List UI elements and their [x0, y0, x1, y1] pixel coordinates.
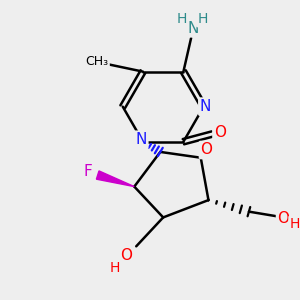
Polygon shape — [96, 171, 134, 187]
Text: F: F — [84, 164, 92, 179]
Text: O: O — [200, 142, 212, 158]
Text: O: O — [214, 124, 226, 140]
Text: O: O — [121, 248, 133, 263]
Text: CH₃: CH₃ — [85, 56, 108, 68]
Text: N: N — [200, 99, 211, 114]
Text: N: N — [188, 21, 199, 36]
Text: H: H — [110, 260, 120, 274]
Text: H: H — [290, 217, 300, 231]
Text: H: H — [176, 12, 187, 26]
Text: H: H — [197, 12, 208, 26]
Text: O: O — [278, 211, 290, 226]
Text: N: N — [135, 132, 147, 147]
